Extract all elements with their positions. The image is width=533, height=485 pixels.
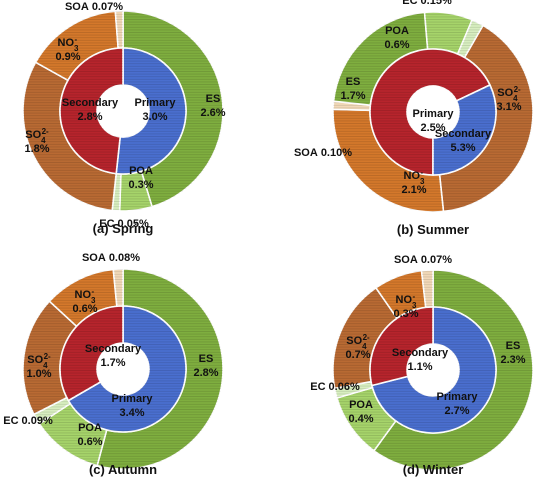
- inner-label-secondary: Secondary 2.8%: [62, 97, 119, 123]
- inner-ring-2-slice-primary-texture: [433, 84, 497, 175]
- pie-panel-1: Primary 3.0% Secondary 2.8% ES 2.6% POA 0.3% EC 0…: [22, 1, 226, 236]
- inner-label-secondary: Secondary 1.7%: [85, 343, 142, 369]
- outer-ring-2-slice-poa-texture: [424, 11, 473, 55]
- panel-caption: (a) Spring: [93, 221, 154, 236]
- outer-label-soa: SOA 0.07%: [65, 1, 123, 13]
- outer-label-soa: SOA 0.08%: [82, 252, 140, 264]
- panel-caption: (d) Winter: [403, 462, 464, 477]
- outer-label-poa: POA 0.4%: [348, 399, 373, 425]
- outer-label-es: ES 1.7%: [340, 76, 365, 102]
- outer-ring-3-slice-poa-texture: [39, 403, 107, 466]
- pie-panel-4: Primary 2.7% Secondary 1.1% ES 2.3% POA 0.4% EC 0…: [310, 254, 533, 477]
- outer-ring-4-slice-soa-texture: [421, 270, 433, 308]
- outer-ring-2-slice-es-texture: [333, 12, 428, 106]
- outer-label-poa: POA 0.6%: [384, 25, 409, 51]
- inner-ring-3-slice-secondary-texture: [59, 306, 123, 401]
- outer-label-ec: EC 0.05%: [99, 218, 149, 230]
- inner-label-primary: Primary 2.7%: [437, 391, 479, 417]
- outer-label-soa: SOA 0.10%: [294, 147, 352, 159]
- inner-ring-3-slice-primary-texture: [68, 306, 186, 432]
- outer-ring-4-slice-no3-texture: [375, 270, 426, 319]
- inner-ring-2-slice-secondary-texture: [370, 49, 490, 176]
- inner-ring-4-slice-secondary-texture: [370, 307, 433, 386]
- outer-label-poa: POA 0.3%: [128, 165, 153, 191]
- outer-label-ec: EC 0.15%: [402, 0, 452, 7]
- outer-label-no3: NO3-2.1%: [401, 168, 426, 197]
- outer-label-es: ES 2.8%: [193, 353, 218, 379]
- outer-label-es: ES 2.6%: [200, 93, 225, 119]
- outer-label-ec: EC 0.09%: [3, 415, 53, 427]
- outer-ring-1-slice-so4-texture: [22, 62, 117, 211]
- inner-label-primary: Primary 2.5%: [413, 108, 455, 134]
- inner-label-primary: Primary 3.4%: [112, 393, 154, 419]
- outer-label-es: ES 2.3%: [500, 340, 525, 366]
- inner-ring-4-slice-primary-texture: [371, 307, 497, 434]
- outer-ring-4-slice-poa-texture: [336, 387, 396, 451]
- outer-label-soa: SOA 0.07%: [394, 254, 452, 266]
- outer-ring-2-slice-soa-texture: [333, 101, 371, 111]
- outer-ring-4-slice-ec-texture: [334, 381, 373, 398]
- outer-ring-3-slice-es-texture: [97, 269, 223, 469]
- inner-label-secondary: Secondary 5.3%: [435, 128, 492, 154]
- outer-label-no3: NO3-0.6%: [72, 287, 97, 316]
- outer-label-so4: SO42-0.7%: [345, 333, 370, 362]
- outer-ring-3-slice-soa-texture: [113, 269, 123, 307]
- outer-label-no3: NO3-0.3%: [393, 292, 418, 321]
- panel-caption: (c) Autumn: [89, 462, 157, 477]
- inner-ring-1-slice-primary-texture: [116, 48, 186, 174]
- inner-label-secondary: Secondary 1.1%: [392, 347, 449, 373]
- outer-ring-1-slice-poa-texture: [119, 171, 153, 211]
- inner-label-primary: Primary 3.0%: [135, 97, 177, 123]
- pie-panel-2: Secondary 5.3%Primary 2.5% SO42-3.1% NO3-2.1…: [294, 0, 533, 237]
- outer-ring-3-slice-no3-texture: [49, 269, 117, 327]
- outer-ring-2-slice-so4-texture: [439, 25, 533, 212]
- outer-label-no3: NO3-0.9%: [55, 35, 80, 64]
- outer-label-poa: POA 0.6%: [77, 422, 102, 448]
- outer-ring-1-slice-no3-texture: [35, 11, 119, 81]
- outer-ring-3-slice-ec-texture: [33, 397, 71, 424]
- outer-label-so4: SO42-3.1%: [496, 85, 521, 114]
- outer-label-so4: SO42-1.0%: [26, 352, 51, 381]
- outer-label-so4: SO42-1.8%: [24, 127, 49, 156]
- outer-label-ec: EC 0.06%: [310, 381, 360, 393]
- pie-panel-3: Primary 3.4% Secondary 1.7% ES 2.8% POA 0.6% EC 0…: [3, 252, 224, 477]
- inner-ring-1-slice-secondary-texture: [59, 48, 123, 174]
- outer-ring-3-slice-so4-texture: [22, 301, 77, 415]
- outer-ring-1-slice-soa-texture: [115, 11, 123, 49]
- outer-ring-4-slice-so4-texture: [333, 287, 398, 389]
- outer-ring-2-slice-no3-texture: [332, 109, 444, 212]
- panel-caption: (b) Summer: [397, 222, 469, 237]
- outer-ring-4-slice-es-texture: [373, 270, 533, 470]
- outer-ring-1-slice-ec-texture: [112, 173, 121, 211]
- outer-ring-1-slice-es-texture: [123, 10, 224, 207]
- outer-ring-2-slice-ec-texture: [457, 19, 483, 58]
